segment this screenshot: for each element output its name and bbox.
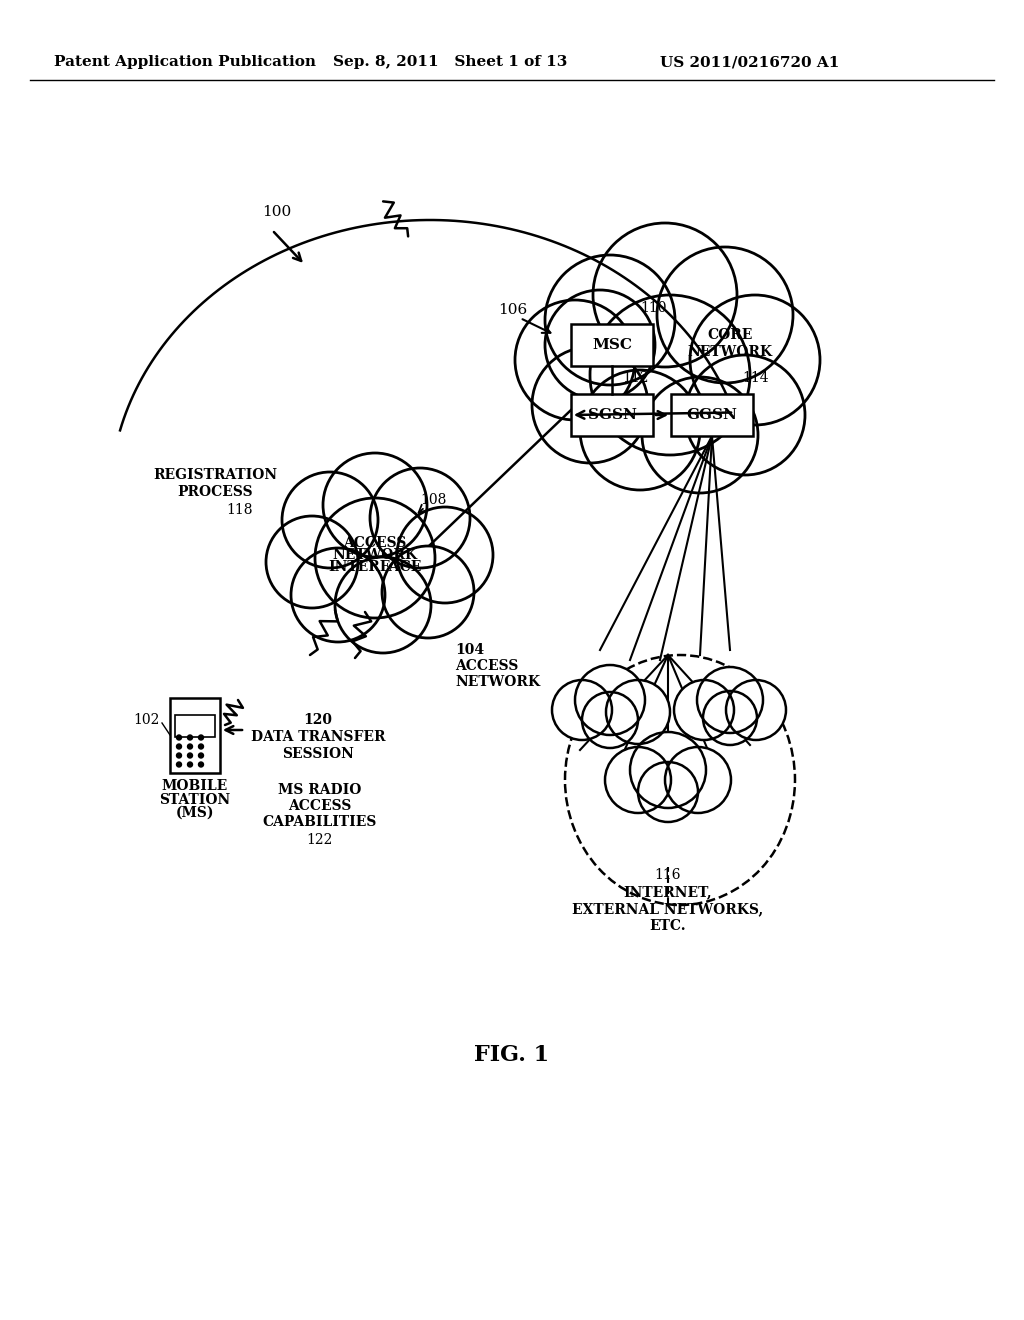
Bar: [571, 323, 653, 366]
Circle shape: [674, 680, 734, 741]
Text: 108: 108: [420, 492, 446, 507]
Circle shape: [176, 752, 181, 758]
Circle shape: [187, 762, 193, 767]
Text: GGSN: GGSN: [686, 408, 737, 422]
Text: (MS): (MS): [176, 805, 214, 820]
Text: 120: 120: [303, 713, 333, 727]
Circle shape: [582, 692, 638, 748]
Circle shape: [575, 665, 645, 735]
Text: Patent Application Publication: Patent Application Publication: [54, 55, 316, 69]
Circle shape: [703, 690, 757, 744]
Circle shape: [726, 680, 786, 741]
Circle shape: [176, 762, 181, 767]
Text: NETWORK: NETWORK: [455, 675, 540, 689]
Text: ACCESS: ACCESS: [455, 659, 518, 673]
Text: 106: 106: [498, 304, 527, 317]
Circle shape: [176, 735, 181, 741]
Circle shape: [282, 473, 378, 568]
Text: Sep. 8, 2011   Sheet 1 of 13: Sep. 8, 2011 Sheet 1 of 13: [333, 55, 567, 69]
Circle shape: [335, 557, 431, 653]
Circle shape: [515, 300, 635, 420]
Text: ACCESS: ACCESS: [343, 536, 407, 550]
Circle shape: [697, 667, 763, 733]
Text: ACCESS: ACCESS: [289, 799, 351, 813]
Text: MS RADIO: MS RADIO: [279, 783, 361, 797]
Circle shape: [176, 744, 181, 748]
Text: NETWORK: NETWORK: [333, 548, 418, 562]
Circle shape: [187, 752, 193, 758]
Text: US 2011/0216720 A1: US 2011/0216720 A1: [660, 55, 840, 69]
Circle shape: [545, 290, 655, 400]
Text: 110: 110: [640, 301, 667, 315]
Circle shape: [370, 469, 470, 568]
Text: MOBILE: MOBILE: [162, 780, 228, 793]
Text: 118: 118: [226, 503, 253, 517]
Text: 102: 102: [133, 713, 160, 727]
Circle shape: [187, 744, 193, 748]
Text: DATA TRANSFER: DATA TRANSFER: [251, 730, 385, 744]
Circle shape: [590, 294, 750, 455]
Circle shape: [187, 735, 193, 741]
Text: SGSN: SGSN: [588, 408, 637, 422]
Circle shape: [630, 733, 706, 808]
Text: ETC.: ETC.: [649, 919, 686, 933]
Text: 116: 116: [654, 869, 681, 882]
Circle shape: [199, 735, 204, 741]
Bar: [571, 393, 653, 436]
Circle shape: [638, 762, 698, 822]
Circle shape: [545, 255, 675, 385]
Circle shape: [199, 752, 204, 758]
Circle shape: [199, 744, 204, 748]
Text: INTERFACE: INTERFACE: [329, 560, 422, 574]
Circle shape: [382, 546, 474, 638]
Circle shape: [665, 747, 731, 813]
Circle shape: [657, 247, 793, 383]
Text: CAPABILITIES: CAPABILITIES: [263, 814, 377, 829]
Circle shape: [291, 548, 385, 642]
Circle shape: [397, 507, 493, 603]
Text: MSC: MSC: [592, 338, 632, 352]
Circle shape: [606, 680, 670, 744]
Circle shape: [690, 294, 820, 425]
Circle shape: [580, 370, 700, 490]
Text: NETWORK: NETWORK: [687, 345, 772, 359]
Text: 112: 112: [622, 371, 648, 385]
Text: 100: 100: [262, 205, 291, 219]
Circle shape: [605, 747, 671, 813]
Bar: [170, 697, 220, 772]
Circle shape: [642, 378, 758, 492]
Bar: [671, 393, 753, 436]
Text: FIG. 1: FIG. 1: [474, 1044, 550, 1067]
Text: CORE: CORE: [708, 327, 753, 342]
Text: STATION: STATION: [160, 792, 230, 807]
Circle shape: [593, 223, 737, 367]
Circle shape: [199, 762, 204, 767]
Text: PROCESS: PROCESS: [177, 484, 253, 499]
Text: 114: 114: [742, 371, 769, 385]
Text: SESSION: SESSION: [282, 747, 354, 762]
Circle shape: [552, 680, 612, 741]
Circle shape: [315, 498, 435, 618]
Text: REGISTRATION: REGISTRATION: [153, 469, 278, 482]
Circle shape: [323, 453, 427, 557]
Text: EXTERNAL NETWORKS,: EXTERNAL NETWORKS,: [572, 902, 764, 916]
Bar: [175, 714, 215, 738]
Circle shape: [266, 516, 358, 609]
Text: INTERNET,: INTERNET,: [624, 884, 713, 899]
Text: 104: 104: [455, 643, 484, 657]
Circle shape: [532, 347, 648, 463]
Circle shape: [685, 355, 805, 475]
Text: 122: 122: [307, 833, 333, 847]
